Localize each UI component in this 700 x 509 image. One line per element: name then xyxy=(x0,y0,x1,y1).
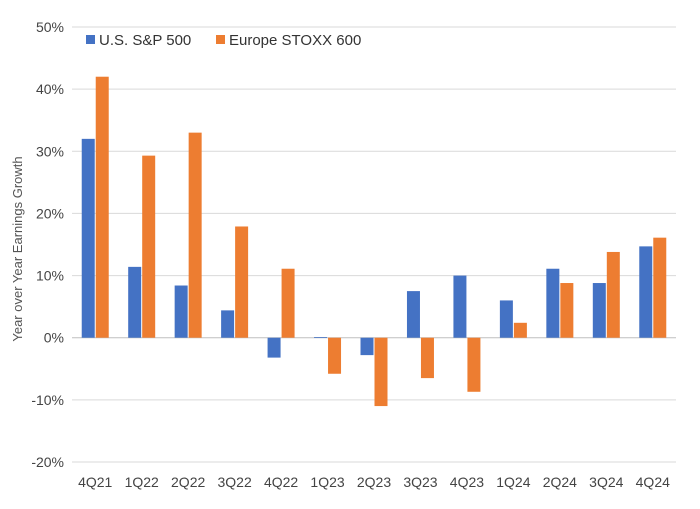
x-tick-label: 4Q21 xyxy=(78,474,112,490)
bar-sp500-1q24 xyxy=(499,300,513,338)
legend-label: Europe STOXX 600 xyxy=(229,32,361,49)
bar-stoxx600-2q24 xyxy=(560,283,574,338)
x-tick-label: 4Q23 xyxy=(450,474,484,490)
bar-sp500-2q24 xyxy=(546,268,560,338)
x-tick-label: 1Q24 xyxy=(496,474,530,490)
bar-stoxx600-1q22 xyxy=(142,155,156,338)
y-tick-label: 0% xyxy=(44,330,64,346)
x-tick-label: 4Q22 xyxy=(264,474,298,490)
bar-stoxx600-4q21 xyxy=(95,76,109,338)
gridlines xyxy=(72,26,676,463)
y-tick-label: 20% xyxy=(36,205,64,221)
legend-label: U.S. S&P 500 xyxy=(99,32,191,49)
bar-stoxx600-2q22 xyxy=(188,132,202,338)
legend-swatch xyxy=(216,35,225,44)
x-tick-label: 3Q24 xyxy=(589,474,623,490)
y-axis-title: Year over Year Earnings Growth xyxy=(10,156,25,341)
x-tick-label: 2Q24 xyxy=(543,474,577,490)
x-tick-label: 3Q23 xyxy=(403,474,437,490)
x-tick-label: 2Q23 xyxy=(357,474,391,490)
bar-sp500-2q23 xyxy=(360,337,374,356)
x-tick-label: 2Q22 xyxy=(171,474,205,490)
y-tick-label: 30% xyxy=(36,143,64,159)
bar-stoxx600-2q23 xyxy=(374,337,388,407)
bar-stoxx600-1q23 xyxy=(328,337,342,374)
legend-swatch xyxy=(86,35,95,44)
x-tick-label: 3Q22 xyxy=(217,474,251,490)
bar-stoxx600-4q23 xyxy=(467,337,481,392)
bar-sp500-1q23 xyxy=(314,337,328,338)
y-tick-label: -10% xyxy=(31,392,64,408)
bar-sp500-3q24 xyxy=(592,283,606,338)
bar-stoxx600-4q24 xyxy=(653,237,667,338)
bar-stoxx600-3q24 xyxy=(606,251,620,338)
bar-sp500-3q22 xyxy=(221,310,235,338)
y-tick-label: 50% xyxy=(36,19,64,35)
bars-group xyxy=(81,76,667,407)
y-tick-label: 40% xyxy=(36,81,64,97)
x-axis-ticks: 4Q21 1Q22 2Q22 3Q22 4Q22 1Q23 2Q23 3Q23 4Q23 1Q24… xyxy=(78,474,670,490)
legend: U.S. S&P 500 Europe STOXX 600 xyxy=(86,32,361,49)
bar-stoxx600-4q22 xyxy=(281,268,295,338)
x-tick-label: 4Q24 xyxy=(636,474,670,490)
bar-sp500-2q22 xyxy=(174,285,188,338)
bar-sp500-1q22 xyxy=(128,266,142,338)
y-axis-ticks: -20% -10% 0% 10% 20% 30% 40% 50% xyxy=(31,19,64,470)
bar-sp500-3q23 xyxy=(406,291,420,338)
bar-sp500-4q21 xyxy=(81,138,95,338)
bar-sp500-4q24 xyxy=(639,246,653,338)
y-tick-label: -20% xyxy=(31,454,64,470)
bar-sp500-4q23 xyxy=(453,275,467,338)
x-tick-label: 1Q23 xyxy=(310,474,344,490)
y-tick-label: 10% xyxy=(36,268,64,284)
bar-stoxx600-1q24 xyxy=(513,322,527,338)
bar-stoxx600-3q23 xyxy=(420,337,434,379)
x-tick-label: 1Q22 xyxy=(125,474,159,490)
bar-stoxx600-3q22 xyxy=(235,226,249,338)
bar-sp500-4q22 xyxy=(267,337,281,358)
